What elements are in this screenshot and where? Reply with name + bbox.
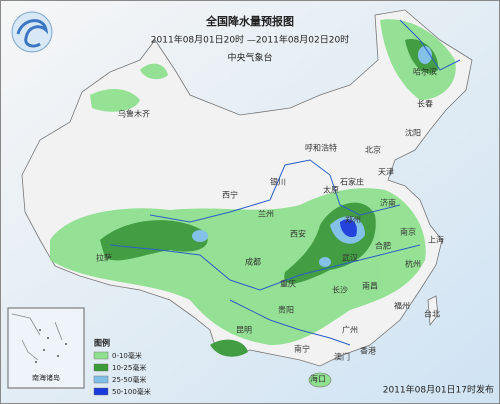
subtitle: 2011年08月01日20时 —2011年08月02日20时 xyxy=(151,34,349,46)
taiwan xyxy=(427,295,439,327)
city: 上海 xyxy=(428,235,444,245)
city: 香港 xyxy=(360,346,376,356)
legend-label: 0-10毫米 xyxy=(112,351,142,360)
inset-label: 南海诸岛 xyxy=(32,373,60,382)
legend-swatch xyxy=(93,387,109,396)
city: 南昌 xyxy=(362,281,378,291)
legend-swatch xyxy=(93,351,109,360)
city: 济南 xyxy=(380,198,396,208)
city: 长春 xyxy=(417,99,433,109)
city: 昆明 xyxy=(236,326,252,335)
legend: 图例 0-10毫米 10-25毫米 25-50毫米 50-100毫米 xyxy=(93,338,151,396)
city: 成都 xyxy=(245,257,261,267)
city: 乌鲁木齐 xyxy=(118,109,150,119)
city: 沈阳 xyxy=(405,128,421,138)
hainan xyxy=(308,372,332,388)
rivers xyxy=(109,19,461,346)
city: 海口 xyxy=(310,374,326,384)
city: 拉萨 xyxy=(96,253,112,263)
city: 呼和浩特 xyxy=(305,143,337,153)
legend-title: 图例 xyxy=(94,338,110,348)
rain-areas xyxy=(50,19,456,357)
city: 西宁 xyxy=(222,190,238,200)
title: 全国降水量预报图 xyxy=(205,14,294,28)
legend-label: 50-100毫米 xyxy=(112,387,151,396)
city: 贵阳 xyxy=(278,305,294,315)
issuer: 中央气象台 xyxy=(227,52,272,64)
city: 兰州 xyxy=(258,209,274,219)
city: 西安 xyxy=(290,229,306,239)
city: 澳门 xyxy=(334,352,350,362)
city-labels: 哈尔滨 长春 沈阳 乌鲁木齐 呼和浩特 北京 天津 石家庄 太原 银川 西宁 兰… xyxy=(96,67,444,384)
city: 杭州 xyxy=(405,259,421,269)
legend-label: 25-50毫米 xyxy=(112,375,146,384)
legend-swatch xyxy=(93,375,109,384)
footer: 2011年08月01日17时发布 xyxy=(383,384,494,396)
city: 银川 xyxy=(270,177,286,187)
logo xyxy=(11,11,53,53)
city: 重庆 xyxy=(280,279,296,289)
city: 天津 xyxy=(378,167,394,177)
city: 哈尔滨 xyxy=(413,67,437,77)
inset: 南海诸岛 xyxy=(7,307,85,389)
city: 台北 xyxy=(424,309,440,319)
city: 广州 xyxy=(342,325,358,335)
legend-label: 10-25毫米 xyxy=(112,363,146,372)
city: 太原 xyxy=(323,185,339,195)
city: 石家庄 xyxy=(340,177,364,187)
city: 合肥 xyxy=(375,241,391,251)
city: 福州 xyxy=(394,302,410,311)
city: 武汉 xyxy=(342,253,358,263)
city: 郑州 xyxy=(345,215,361,225)
legend-swatch xyxy=(93,363,109,372)
city: 长沙 xyxy=(332,285,348,295)
city: 南宁 xyxy=(294,344,310,354)
city: 北京 xyxy=(365,145,381,155)
city: 南京 xyxy=(400,227,416,237)
